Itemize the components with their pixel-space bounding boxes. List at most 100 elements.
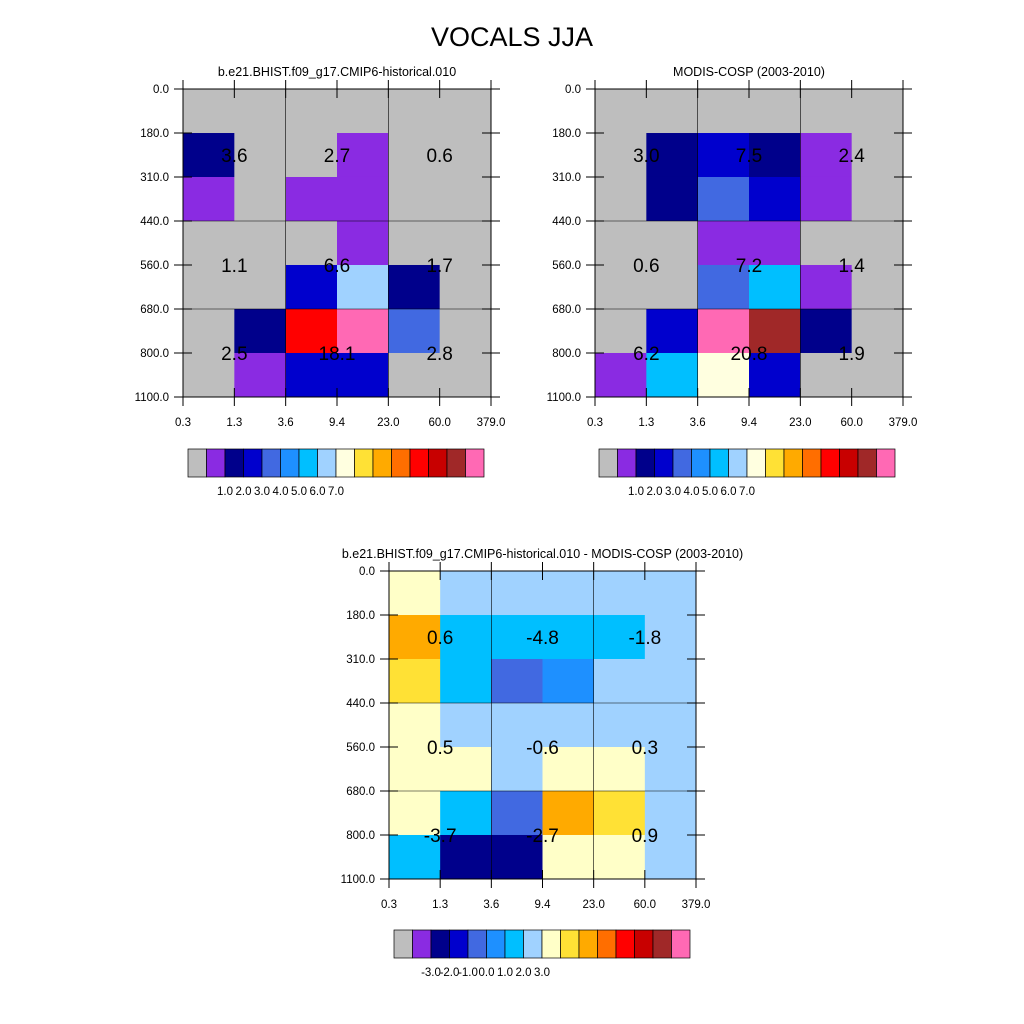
heatmap-cell — [644, 703, 697, 748]
heatmap-cell — [593, 658, 646, 704]
heatmap-cell — [646, 309, 699, 354]
colorbar-swatch — [504, 929, 524, 959]
panel-title: b.e21.BHIST.f09_g17.CMIP6-historical.010… — [342, 547, 743, 561]
colorbar-label: -1.0 — [458, 967, 478, 979]
heatmap-cell — [697, 221, 750, 266]
heatmap-cell — [388, 264, 441, 310]
heatmap-cell — [646, 89, 699, 134]
colorbar-swatch — [409, 448, 429, 478]
x-tick-label: 3.6 — [483, 899, 499, 911]
heatmap-cell — [234, 221, 287, 266]
y-tick-label: 180.0 — [140, 128, 169, 140]
region-value-label: 6.6 — [324, 256, 350, 277]
colorbar-swatch — [465, 448, 485, 478]
colorbar-swatch — [261, 448, 281, 478]
colorbar-label: 1.0 — [497, 967, 513, 979]
y-tick-label: 440.0 — [552, 216, 581, 228]
colorbar-label: 2.0 — [647, 486, 663, 498]
heatmap-cell — [439, 309, 492, 354]
heatmap-cell — [285, 264, 338, 310]
heatmap-cell — [800, 352, 853, 398]
heatmap-cell — [749, 264, 801, 310]
colorbar-label: -3.0 — [421, 967, 441, 979]
region-value-label: -2.7 — [526, 826, 559, 847]
colorbar-label: 5.0 — [291, 486, 307, 498]
heatmap-cell — [389, 746, 441, 792]
heatmap-cell — [593, 703, 646, 748]
colorbar-swatch — [446, 448, 466, 478]
colorbar-swatch — [820, 448, 840, 478]
heatmap-cell — [389, 571, 441, 616]
y-tick-label: 1100.0 — [341, 874, 375, 886]
heatmap-cell — [183, 221, 235, 266]
x-tick-label: 3.6 — [690, 417, 706, 429]
heatmap-cell — [285, 221, 338, 266]
y-tick-label: 800.0 — [140, 348, 169, 360]
colorbar-swatch — [728, 448, 748, 478]
colorbar-swatch — [654, 448, 674, 478]
region-value-label: 3.0 — [633, 146, 659, 167]
colorbar-swatch — [428, 448, 448, 478]
region-value-label: 1.4 — [838, 256, 865, 277]
x-tick-label: 60.0 — [634, 899, 656, 911]
x-tick-label: 9.4 — [741, 417, 758, 429]
colorbar-swatch — [523, 929, 543, 959]
y-tick-label: 560.0 — [346, 742, 375, 754]
region-value-label: -1.8 — [628, 628, 661, 649]
y-tick-label: 680.0 — [346, 786, 375, 798]
colorbar-swatch — [672, 448, 692, 478]
heatmap-cell — [388, 352, 441, 398]
region-value-label: -4.8 — [526, 628, 559, 649]
x-tick-label: 60.0 — [840, 417, 862, 429]
colorbar-swatch — [857, 448, 877, 478]
heatmap-cell — [337, 89, 389, 134]
colorbar-swatch — [243, 448, 263, 478]
colorbar-label: 7.0 — [739, 486, 755, 498]
colorbar-swatch — [839, 448, 859, 478]
colorbar-swatch — [467, 929, 487, 959]
region-value-label: 0.3 — [632, 738, 658, 759]
heatmap-cell — [800, 176, 853, 222]
y-tick-label: 680.0 — [140, 304, 169, 316]
heatmap-cell — [800, 89, 853, 134]
panel-model: b.e21.BHIST.f09_g17.CMIP6-historical.010… — [135, 65, 506, 498]
colorbar-swatch — [224, 448, 244, 478]
heatmap-cell — [491, 746, 543, 792]
colorbar-label: 6.0 — [721, 486, 737, 498]
colorbar-label: 3.0 — [254, 486, 270, 498]
panel-obs: MODIS-COSP (2003-2010) 0.0 180.0 310.0 440.0… — [547, 65, 918, 498]
x-tick-label: 1.3 — [226, 417, 242, 429]
figure-title: VOCALS JJA — [431, 22, 593, 52]
heatmap-cell — [749, 176, 801, 222]
x-tick-label: 0.3 — [587, 417, 603, 429]
heatmap-cell — [697, 176, 750, 222]
x-tick-label: 1.3 — [432, 899, 448, 911]
heatmap-cell — [491, 615, 543, 660]
region-value-label: 0.6 — [427, 628, 453, 649]
heatmap-cell — [749, 309, 801, 354]
heatmap-cell — [749, 89, 801, 134]
colorbar-label: 3.0 — [534, 967, 550, 979]
colorbar-swatch — [652, 929, 672, 959]
heatmap-cell — [851, 264, 904, 310]
region-value-label: 0.6 — [426, 146, 452, 167]
region-value-label: 1.9 — [838, 344, 864, 365]
heatmap-cell — [644, 571, 697, 616]
heatmap-cell — [388, 309, 441, 354]
y-tick-label: 680.0 — [552, 304, 581, 316]
heatmap-cell — [440, 834, 492, 880]
x-tick-label: 3.6 — [278, 417, 294, 429]
heatmap-cell — [542, 571, 595, 616]
heatmap-cell — [491, 571, 543, 616]
heatmap-cell — [800, 133, 853, 178]
heatmap-cell — [542, 658, 595, 704]
colorbar-swatch — [298, 448, 318, 478]
heatmap-cell — [234, 264, 287, 310]
x-tick-label: 0.3 — [175, 417, 191, 429]
heatmap-cell — [697, 89, 750, 134]
heatmap-cell — [697, 133, 750, 178]
heatmap-cell — [389, 703, 441, 748]
y-tick-label: 0.0 — [565, 84, 581, 96]
y-tick-label: 180.0 — [346, 610, 375, 622]
colorbar-label: 1.0 — [628, 486, 644, 498]
